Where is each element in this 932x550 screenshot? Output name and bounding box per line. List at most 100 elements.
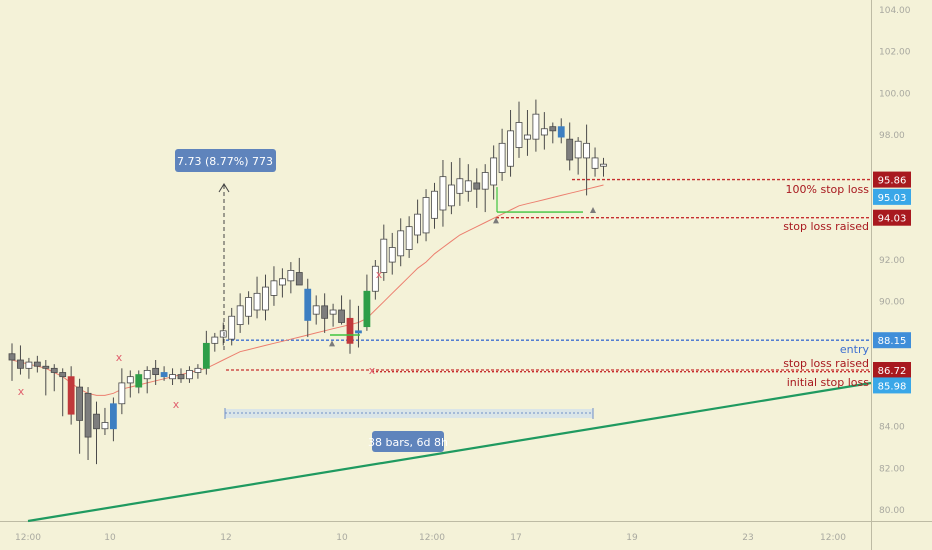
candle-body[interactable] [169, 374, 176, 380]
candle-body[interactable] [143, 370, 151, 380]
candle-body[interactable] [101, 422, 109, 430]
candle-body[interactable] [50, 367, 58, 373]
candle-body[interactable] [253, 292, 261, 311]
candle-body[interactable] [490, 157, 498, 186]
candle-body[interactable] [397, 230, 405, 257]
pivot-marker [329, 340, 335, 347]
pivot-marker [590, 207, 596, 213]
y-tick-label: 92.00 [879, 256, 905, 266]
candle-body[interactable] [447, 184, 455, 207]
candle-body[interactable] [414, 213, 422, 236]
candle-body[interactable] [67, 376, 75, 415]
candle-body[interactable] [219, 330, 227, 338]
candle-body[interactable] [405, 226, 413, 250]
candle-body[interactable] [363, 290, 371, 328]
y-tick-label: 84.00 [879, 423, 905, 433]
candle-body[interactable] [278, 278, 286, 286]
candle-body[interactable] [25, 361, 33, 369]
pivot-marker [493, 217, 499, 224]
candle-body[interactable] [8, 353, 16, 361]
candle-body[interactable] [507, 130, 514, 167]
candle-body[interactable] [17, 359, 24, 369]
candle-body[interactable] [76, 386, 83, 421]
candle-body[interactable] [270, 280, 278, 296]
date-range-badge [372, 431, 444, 452]
candle-body[interactable] [481, 172, 489, 190]
x-marker: x [116, 351, 123, 364]
candle-body[interactable] [338, 309, 345, 323]
x-marker: x [376, 268, 383, 281]
candle-body[interactable] [93, 413, 100, 430]
candle-body[interactable] [524, 134, 531, 140]
price-badge[interactable] [873, 171, 911, 188]
candle-body[interactable] [498, 142, 506, 173]
price-badge[interactable] [873, 209, 911, 226]
candle-body[interactable] [135, 374, 143, 388]
candle-body[interactable] [321, 305, 329, 319]
price-badge[interactable] [873, 362, 911, 378]
range-arrow-head [218, 183, 230, 193]
candle-body[interactable] [574, 140, 582, 159]
candle-body[interactable] [202, 342, 210, 369]
candle-body[interactable] [456, 178, 464, 194]
candle-body[interactable] [228, 315, 236, 340]
candle-body[interactable] [186, 370, 193, 380]
y-tick-label: 102.00 [879, 48, 911, 58]
level-label: 100% stop loss [786, 183, 870, 196]
candle-body[interactable] [329, 309, 337, 315]
candle-body[interactable] [532, 113, 540, 140]
candle-body[interactable] [126, 376, 134, 384]
candle-body[interactable] [304, 288, 312, 321]
candle-body[interactable] [557, 126, 565, 138]
x-tick-label: 12:00 [419, 533, 445, 543]
candle-body[interactable] [312, 305, 320, 315]
candle-body[interactable] [33, 361, 41, 367]
candle-body[interactable] [388, 247, 396, 263]
candle-body[interactable] [295, 272, 303, 286]
candle-body[interactable] [515, 122, 523, 148]
y-tick-label: 90.00 [879, 298, 905, 308]
candle-body[interactable] [118, 382, 126, 405]
candle-body[interactable] [211, 336, 219, 344]
candle-body[interactable] [380, 238, 388, 273]
candle-body[interactable] [59, 372, 67, 378]
candle-body[interactable] [152, 367, 160, 375]
candle-body[interactable] [245, 297, 253, 317]
candle-body[interactable] [371, 265, 379, 292]
candle-body[interactable] [464, 180, 472, 192]
candle-body[interactable] [422, 197, 430, 234]
x-tick-label: 12:00 [820, 533, 846, 543]
candle-body[interactable] [566, 138, 574, 161]
price-badge-text: 95.86 [878, 176, 907, 187]
candle-body[interactable] [287, 270, 295, 282]
candle-body[interactable] [583, 142, 590, 159]
date-range-label: 38 bars, 6d 8h [368, 436, 448, 449]
candle-body[interactable] [110, 403, 117, 430]
y-tick-label: 82.00 [879, 464, 905, 474]
candle-body[interactable] [439, 176, 447, 211]
price-badge[interactable] [873, 332, 911, 349]
price-range-badge [175, 149, 276, 172]
candle-body[interactable] [177, 374, 185, 380]
candle-body[interactable] [236, 305, 244, 325]
candle-body[interactable] [84, 392, 92, 438]
candle-body[interactable] [549, 126, 557, 132]
y-tick-label: 98.00 [879, 131, 905, 141]
price-badge[interactable] [873, 377, 911, 394]
x-tick-label: 12:00 [15, 533, 41, 543]
candle-body[interactable] [42, 365, 50, 369]
x-tick-label: 10 [336, 533, 348, 543]
candle-body[interactable] [194, 367, 202, 373]
candle-body[interactable] [355, 330, 362, 334]
candle-body[interactable] [160, 372, 168, 378]
candle-body[interactable] [540, 128, 548, 136]
candle-body[interactable] [600, 163, 607, 167]
price-badge[interactable] [873, 188, 911, 205]
candle-body[interactable] [431, 190, 438, 219]
candle-body[interactable] [262, 286, 269, 311]
candle-body[interactable] [346, 317, 354, 344]
candle-body[interactable] [591, 157, 599, 169]
candle-body[interactable] [473, 182, 481, 190]
price-badge-text: 88.15 [878, 336, 907, 347]
